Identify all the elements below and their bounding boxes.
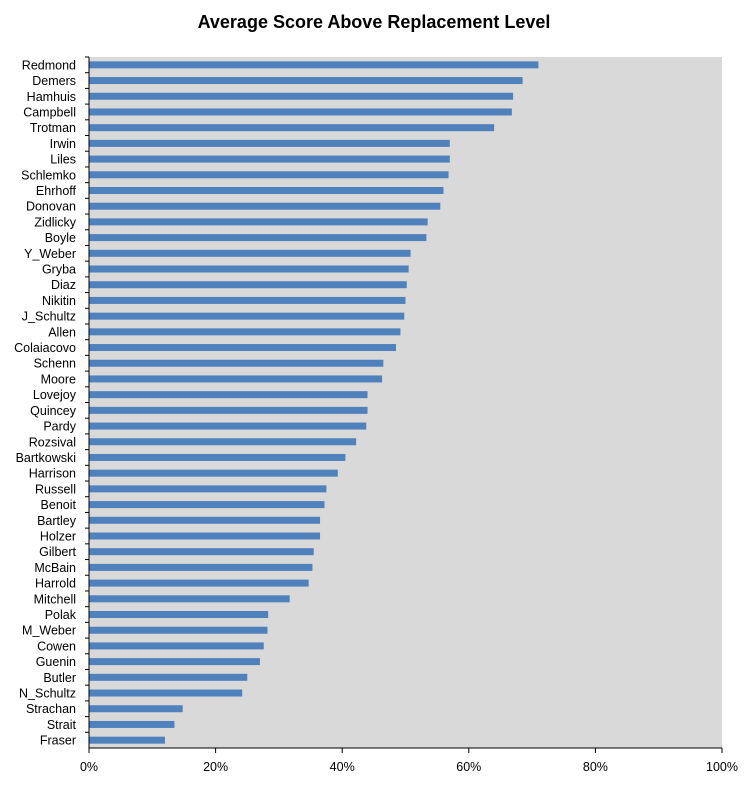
- bar-y-weber: [89, 249, 411, 257]
- bar-schenn: [89, 359, 384, 367]
- category-label: Diaz: [51, 278, 76, 292]
- bar-harrold: [89, 579, 309, 587]
- bar-boyle: [89, 234, 427, 242]
- category-label: Moore: [41, 372, 76, 386]
- category-label: Strait: [47, 718, 77, 732]
- x-tick-label: 80%: [583, 760, 608, 774]
- category-label: Russell: [35, 482, 76, 496]
- bar-liles: [89, 155, 450, 163]
- category-label: M_Weber: [22, 624, 76, 638]
- category-label: Harrold: [35, 577, 76, 591]
- category-label: Harrison: [29, 467, 76, 481]
- category-label: Redmond: [22, 58, 76, 72]
- category-label: Strachan: [26, 702, 76, 716]
- category-label: Benoit: [41, 498, 77, 512]
- bar-lovejoy: [89, 391, 368, 399]
- bars-group: [89, 61, 539, 744]
- category-label: Demers: [32, 74, 76, 88]
- bar-rozsival: [89, 438, 357, 446]
- bar-strait: [89, 720, 175, 728]
- bar-harrison: [89, 469, 338, 477]
- x-tick-label: 60%: [456, 760, 481, 774]
- category-label: Polak: [45, 608, 77, 622]
- category-label: Pardy: [43, 420, 76, 434]
- bar-zidlicky: [89, 218, 428, 226]
- category-label: Quincey: [30, 404, 77, 418]
- bar-quincey: [89, 406, 368, 414]
- category-label: Schenn: [34, 357, 76, 371]
- bar-redmond: [89, 61, 539, 69]
- category-label: Lovejoy: [33, 388, 77, 402]
- bar-colaiacovo: [89, 344, 397, 352]
- bar-pardy: [89, 422, 367, 430]
- chart-title: Average Score Above Replacement Level: [197, 12, 551, 32]
- bar-russell: [89, 485, 327, 493]
- category-label: McBain: [34, 561, 76, 575]
- category-label: Nikitin: [42, 294, 76, 308]
- bar-gilbert: [89, 548, 314, 556]
- category-label: Bartley: [37, 514, 77, 528]
- bar-moore: [89, 375, 383, 383]
- category-label: Campbell: [23, 105, 76, 119]
- bar-nikitin: [89, 296, 406, 304]
- bar-holzer: [89, 532, 321, 540]
- category-label: Hamhuis: [27, 90, 76, 104]
- bar-strachan: [89, 705, 183, 713]
- x-tick-label: 40%: [330, 760, 355, 774]
- bar-polak: [89, 611, 269, 619]
- x-tick-label: 20%: [203, 760, 228, 774]
- bar-donovan: [89, 202, 441, 210]
- bar-bartkowski: [89, 453, 346, 461]
- bar-cowen: [89, 642, 264, 650]
- bar-guenin: [89, 658, 260, 666]
- bar-mcbain: [89, 563, 313, 571]
- bar-gryba: [89, 265, 409, 273]
- x-tick-label: 0%: [80, 760, 98, 774]
- category-label: Gilbert: [39, 545, 76, 559]
- category-label: Donovan: [26, 200, 76, 214]
- category-label: J_Schultz: [22, 310, 76, 324]
- bar-bartley: [89, 516, 321, 524]
- category-label: Mitchell: [34, 592, 76, 606]
- category-label: Y_Weber: [24, 247, 76, 261]
- category-label: Ehrhoff: [36, 184, 77, 198]
- bar-diaz: [89, 281, 407, 289]
- bar-hamhuis: [89, 92, 514, 100]
- category-label: Boyle: [45, 231, 76, 245]
- category-label: Guenin: [36, 655, 76, 669]
- x-tick-label: 100%: [706, 760, 738, 774]
- category-label: Colaiacovo: [14, 341, 76, 355]
- category-label: Allen: [48, 325, 76, 339]
- bar-campbell: [89, 108, 512, 116]
- category-label: Gryba: [42, 263, 76, 277]
- bar-demers: [89, 77, 523, 85]
- category-label: Liles: [50, 153, 76, 167]
- bar-schlemko: [89, 171, 449, 179]
- bar-trotman: [89, 124, 495, 132]
- category-label: Rozsival: [29, 435, 76, 449]
- bar-irwin: [89, 139, 450, 147]
- category-label: Cowen: [37, 639, 76, 653]
- category-label: N_Schultz: [19, 687, 76, 701]
- category-label: Fraser: [40, 734, 76, 748]
- bar-n-schultz: [89, 689, 243, 697]
- bar-ehrhoff: [89, 186, 444, 194]
- category-label: Butler: [43, 671, 76, 685]
- category-label: Holzer: [40, 529, 76, 543]
- category-label: Zidlicky: [34, 215, 76, 229]
- x-ticks-group: 0% 20% 40% 60% 80% 100%: [80, 748, 738, 774]
- category-label: Trotman: [30, 121, 76, 135]
- bar-allen: [89, 328, 401, 336]
- bar-benoit: [89, 501, 325, 509]
- bar-butler: [89, 673, 248, 681]
- category-label: Schlemko: [21, 168, 76, 182]
- bar-j-schultz: [89, 312, 405, 320]
- bar-fraser: [89, 736, 165, 744]
- bar-m-weber: [89, 626, 268, 634]
- category-label: Irwin: [50, 137, 76, 151]
- bar-mitchell: [89, 595, 290, 603]
- category-label: Bartkowski: [16, 451, 76, 465]
